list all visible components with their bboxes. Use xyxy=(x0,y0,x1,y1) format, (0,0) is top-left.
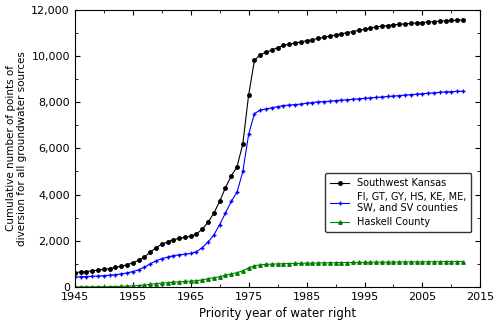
FI, GT, GY, HS, KE, ME,
SW, and SV counties xyxy=(72,275,78,279)
Southwest Kansas xyxy=(448,19,454,22)
Haskell County xyxy=(448,260,454,264)
Haskell County xyxy=(158,281,164,285)
Haskell County xyxy=(292,261,298,265)
Southwest Kansas xyxy=(298,40,304,44)
FI, GT, GY, HS, KE, ME,
SW, and SV counties xyxy=(158,257,164,260)
Southwest Kansas xyxy=(292,41,298,45)
FI, GT, GY, HS, KE, ME,
SW, and SV counties xyxy=(292,103,298,107)
Southwest Kansas xyxy=(72,271,78,274)
Southwest Kansas xyxy=(460,18,466,22)
FI, GT, GY, HS, KE, ME,
SW, and SV counties xyxy=(448,90,454,94)
FI, GT, GY, HS, KE, ME,
SW, and SV counties xyxy=(460,89,466,93)
FI, GT, GY, HS, KE, ME,
SW, and SV counties xyxy=(164,255,170,259)
Line: Haskell County: Haskell County xyxy=(73,260,464,289)
Haskell County xyxy=(164,281,170,285)
Haskell County xyxy=(298,261,304,265)
Southwest Kansas xyxy=(420,21,426,24)
Southwest Kansas xyxy=(164,240,170,244)
Legend: Southwest Kansas, FI, GT, GY, HS, KE, ME,
SW, and SV counties, Haskell County: Southwest Kansas, FI, GT, GY, HS, KE, ME… xyxy=(325,173,472,232)
Haskell County xyxy=(420,260,426,264)
Haskell County xyxy=(72,285,78,289)
Y-axis label: Cumulative number of points of
diversion for all groundwater sources: Cumulative number of points of diversion… xyxy=(6,51,27,246)
Southwest Kansas xyxy=(158,242,164,246)
FI, GT, GY, HS, KE, ME,
SW, and SV counties xyxy=(298,102,304,106)
Line: FI, GT, GY, HS, KE, ME,
SW, and SV counties: FI, GT, GY, HS, KE, ME, SW, and SV count… xyxy=(72,89,466,279)
Line: Southwest Kansas: Southwest Kansas xyxy=(73,18,464,274)
FI, GT, GY, HS, KE, ME,
SW, and SV counties xyxy=(420,92,426,96)
Haskell County xyxy=(460,259,466,263)
X-axis label: Priority year of water right: Priority year of water right xyxy=(199,307,356,320)
